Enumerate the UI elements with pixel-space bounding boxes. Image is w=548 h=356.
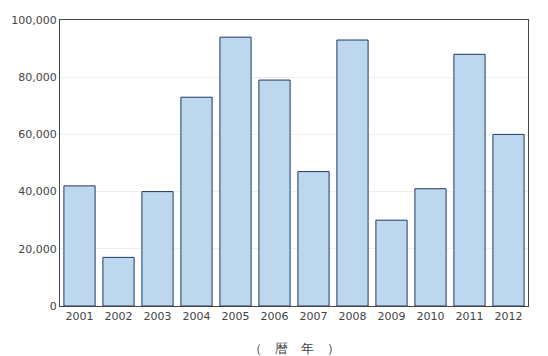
svg-text:2003: 2003	[144, 310, 172, 323]
svg-text:0: 0	[50, 300, 57, 313]
svg-text:2004: 2004	[183, 310, 211, 323]
svg-text:2005: 2005	[222, 310, 250, 323]
svg-text:40,000: 40,000	[18, 185, 57, 198]
svg-text:2011: 2011	[456, 310, 484, 323]
svg-text:60,000: 60,000	[18, 128, 57, 141]
svg-text:80,000: 80,000	[18, 71, 57, 84]
svg-text:2009: 2009	[378, 310, 406, 323]
svg-text:20,000: 20,000	[18, 243, 57, 256]
svg-text:2007: 2007	[300, 310, 328, 323]
svg-text:100,000: 100,000	[11, 14, 57, 27]
svg-text:2012: 2012	[495, 310, 523, 323]
svg-text:（ 暦 年 ）: （ 暦 年 ）	[249, 341, 340, 356]
svg-text:2002: 2002	[105, 310, 133, 323]
svg-text:2008: 2008	[339, 310, 367, 323]
svg-text:2010: 2010	[417, 310, 445, 323]
svg-text:2001: 2001	[66, 310, 94, 323]
svg-text:2006: 2006	[261, 310, 289, 323]
